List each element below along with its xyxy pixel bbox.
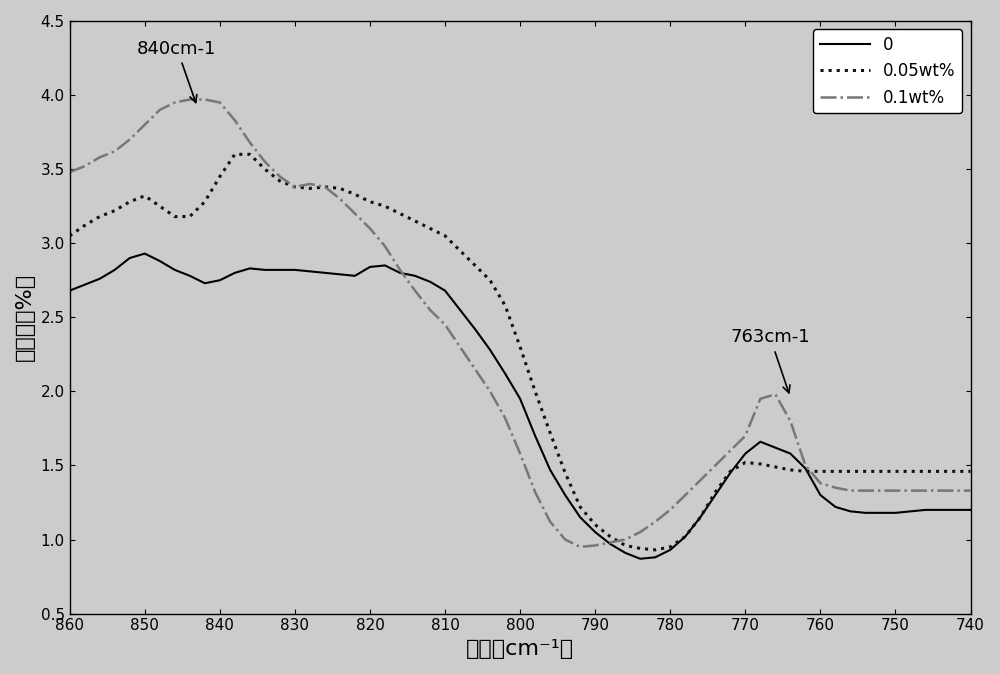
0 (139, 249, 151, 257)
Legend: 0, 0.05wt%, 0.1wt%: 0, 0.05wt%, 0.1wt% (813, 30, 962, 113)
Line: 0.05wt%: 0.05wt% (70, 154, 971, 550)
0.05wt% (289, 183, 301, 191)
0.05wt% (64, 232, 76, 240)
0.1wt% (874, 487, 886, 495)
0.05wt% (874, 467, 886, 475)
0.1wt% (64, 168, 76, 176)
0.05wt% (619, 541, 631, 549)
0.1wt% (289, 183, 301, 191)
0.1wt% (394, 266, 406, 274)
0 (259, 266, 271, 274)
0 (64, 286, 76, 295)
Line: 0.1wt%: 0.1wt% (70, 100, 971, 547)
0.1wt% (259, 158, 271, 166)
0.05wt% (559, 469, 571, 477)
0.05wt% (259, 165, 271, 173)
0 (965, 506, 977, 514)
Text: 840cm-1: 840cm-1 (137, 40, 217, 102)
Text: 763cm-1: 763cm-1 (730, 328, 810, 393)
0 (289, 266, 301, 274)
Line: 0: 0 (70, 253, 971, 559)
0 (394, 269, 406, 277)
0 (619, 549, 631, 557)
0.05wt% (965, 467, 977, 475)
0.1wt% (184, 96, 196, 104)
0 (559, 491, 571, 499)
0.05wt% (229, 150, 241, 158)
0.1wt% (634, 528, 646, 536)
0.1wt% (965, 487, 977, 495)
0.1wt% (574, 543, 586, 551)
0 (634, 555, 646, 563)
0 (874, 509, 886, 517)
0.05wt% (649, 546, 661, 554)
X-axis label: 波数（cm⁻¹）: 波数（cm⁻¹） (466, 639, 574, 659)
0.1wt% (559, 535, 571, 543)
Y-axis label: 吸收率（%）: 吸收率（%） (15, 273, 35, 361)
0.05wt% (394, 210, 406, 218)
